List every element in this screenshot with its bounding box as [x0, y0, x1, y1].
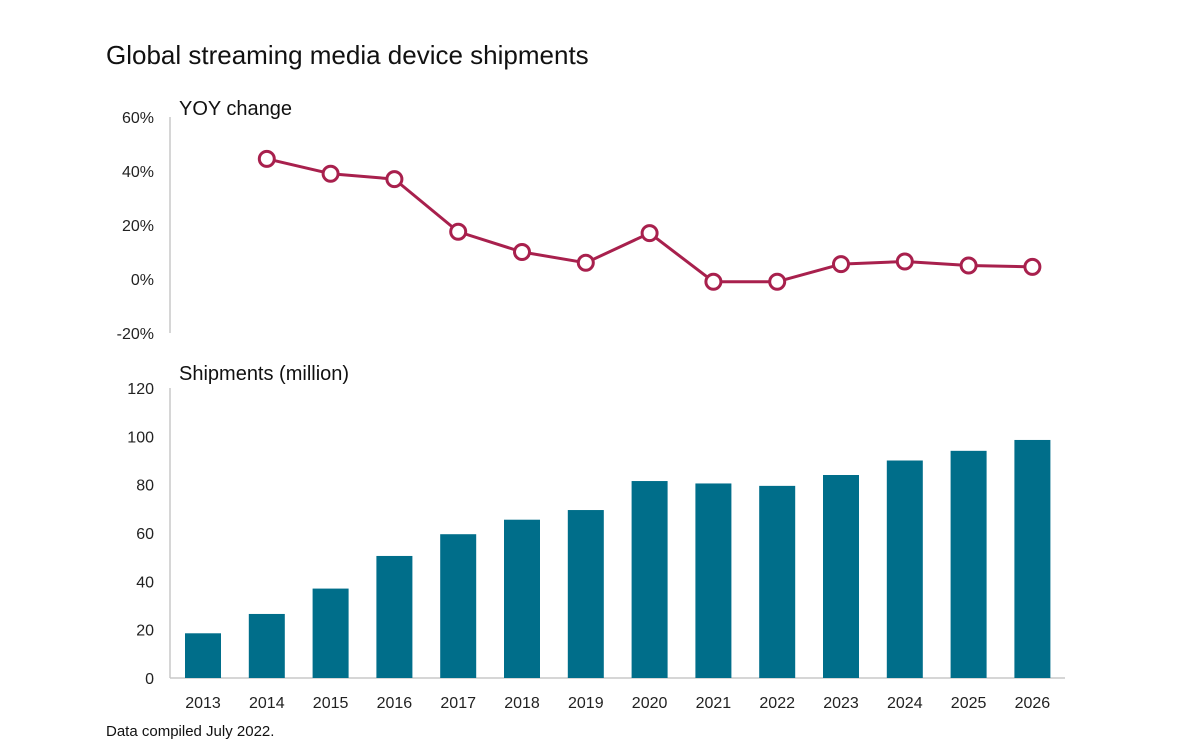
- data-note: Data compiled July 2022.: [106, 723, 275, 740]
- bar-2015: [312, 588, 349, 678]
- bar-2022: [759, 485, 796, 678]
- yoy-point-2021: [704, 272, 723, 291]
- shipments-y-tick-label: 0: [145, 671, 154, 688]
- shipments-y-tick-label: 40: [136, 574, 154, 591]
- yoy-y-tick-label: 0%: [131, 272, 154, 289]
- yoy-y-tick-label: 60%: [122, 110, 154, 127]
- yoy-point-2018: [513, 243, 531, 261]
- shipments-y-tick-label: 60: [136, 526, 154, 543]
- x-tick-label-2021: 2021: [696, 695, 732, 712]
- chart-title: Global streaming media device shipments: [106, 40, 589, 70]
- yoy-line-panel: YOY change 60% 40% 20% 0% -20%: [117, 98, 1042, 343]
- x-tick-label-2020: 2020: [632, 695, 668, 712]
- yoy-point-2017: [449, 222, 468, 241]
- bar-2020: [631, 481, 668, 678]
- x-tick-label-2026: 2026: [1015, 695, 1051, 712]
- yoy-point-2025: [959, 256, 978, 275]
- bar-2019: [567, 510, 604, 678]
- yoy-point-2024: [895, 252, 914, 271]
- x-tick-label-2023: 2023: [823, 695, 859, 712]
- x-tick-label-2014: 2014: [249, 695, 285, 712]
- x-tick-label-2018: 2018: [504, 695, 540, 712]
- bar-2013: [185, 633, 221, 678]
- yoy-point-2023: [832, 255, 850, 274]
- yoy-y-tick-label: 20%: [122, 218, 154, 235]
- yoy-point-2016: [385, 170, 404, 189]
- yoy-point-2026: [1023, 257, 1042, 276]
- x-tick-label-2015: 2015: [313, 695, 349, 712]
- shipments-y-tick-label: 100: [127, 429, 154, 446]
- bar-2025: [950, 450, 987, 678]
- bar-2026: [1014, 439, 1051, 678]
- x-tick-label-2025: 2025: [951, 695, 987, 712]
- yoy-panel-title: YOY change: [179, 98, 292, 120]
- yoy-point-2019: [576, 253, 595, 272]
- bar-2014: [248, 613, 285, 678]
- bar-2016: [376, 555, 413, 678]
- x-tick-label-2016: 2016: [377, 695, 413, 712]
- shipments-y-tick-label: 120: [127, 381, 154, 398]
- bar-2024: [886, 460, 923, 678]
- x-tick-label-2022: 2022: [759, 695, 795, 712]
- yoy-point-2014: [257, 149, 276, 168]
- shipments-panel-title: Shipments (million): [179, 363, 349, 385]
- yoy-point-2022: [768, 272, 787, 291]
- x-tick-label-2019: 2019: [568, 695, 604, 712]
- bar-2017: [440, 534, 477, 678]
- bar-2023: [823, 475, 859, 678]
- yoy-y-tick-label: -20%: [117, 326, 154, 343]
- shipments-y-tick-label: 20: [136, 623, 154, 640]
- x-tick-label-2017: 2017: [440, 695, 476, 712]
- yoy-series-line: [266, 157, 1033, 284]
- yoy-point-2015: [321, 164, 340, 183]
- x-tick-label-2013: 2013: [185, 695, 221, 712]
- yoy-y-tick-label: 40%: [122, 164, 154, 181]
- yoy-point-2020: [640, 224, 659, 243]
- shipments-bar-panel: Shipments (million) 120 100 80 60 40 20 0 2013…: [127, 363, 1065, 712]
- bar-2018: [504, 519, 540, 678]
- bar-2021: [695, 483, 732, 678]
- shipments-y-tick-label: 80: [136, 478, 154, 495]
- x-tick-label-2024: 2024: [887, 695, 923, 712]
